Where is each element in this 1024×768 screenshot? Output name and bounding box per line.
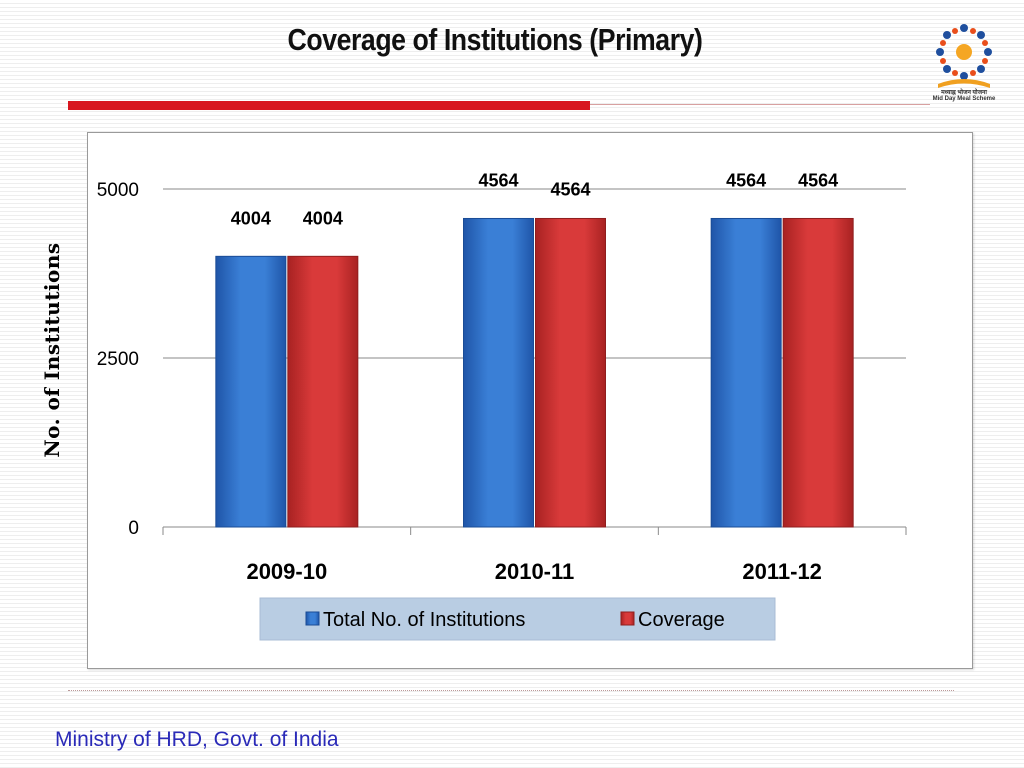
bar-2009-10-0 [215, 255, 287, 528]
slide-title: Coverage of Institutions (Primary) [287, 22, 703, 57]
logo-caption: मध्याह्न भोजन योजना [941, 90, 987, 96]
x-tick-label: 2010-11 [495, 559, 575, 584]
legend-label-0: Total No. of Institutions [323, 609, 525, 631]
data-label: 4564 [478, 170, 518, 190]
footer-text: Ministry of HRD, Govt. of India [55, 728, 339, 751]
y-tick-label: 5000 [97, 180, 139, 201]
logo-caption-en: Mid Day Meal Scheme [932, 96, 996, 102]
y-tick-label: 2500 [97, 349, 139, 370]
data-label: 4564 [550, 179, 590, 199]
bar-2011-12-1 [782, 217, 854, 528]
data-label: 4564 [726, 170, 766, 190]
x-tick-label: 2011-12 [742, 559, 822, 584]
footer-divider [68, 690, 954, 691]
bar-2010-11-0 [463, 217, 534, 528]
logo-emblem-icon [936, 24, 992, 88]
x-tick-label: 2009-10 [246, 559, 327, 584]
bar-chart: 0 2500 5000 4004 4004 2009-10 4564 4564 2010-11 4… [97, 170, 907, 641]
chart-frame: 0 2500 5000 4004 4004 2009-10 4564 4564 2010-11 4… [87, 132, 973, 669]
y-axis-title: No. of Institutions [40, 242, 64, 458]
y-tick-label: 0 [128, 518, 139, 539]
bar-2010-11-1 [535, 217, 606, 528]
data-label: 4004 [303, 208, 343, 228]
legend-swatch-0 [305, 611, 320, 626]
data-label: 4004 [231, 208, 271, 228]
mid-day-meal-logo: मध्याह्न भोजन योजना Mid Day Meal Scheme [928, 18, 1000, 108]
title-underline-thin [590, 104, 930, 105]
legend-label-1: Coverage [638, 609, 725, 631]
title-underline-red [68, 101, 590, 110]
data-label: 4564 [798, 170, 838, 190]
legend-swatch-1 [620, 611, 635, 626]
bar-2011-12-0 [710, 217, 782, 528]
legend-box [259, 597, 776, 641]
bar-2009-10-1 [287, 255, 359, 528]
